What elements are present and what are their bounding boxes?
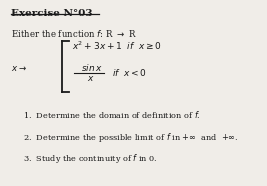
Text: 2.  Determine the possible limit of $f$ in $+\infty$  and  $+\infty$.: 2. Determine the possible limit of $f$ i… [23, 131, 238, 144]
Text: 3.  Study the continuity of $f$ in 0.: 3. Study the continuity of $f$ in 0. [23, 152, 157, 165]
Text: Either the function $f$: R $\rightarrow$ R: Either the function $f$: R $\rightarrow$… [11, 28, 136, 39]
Text: 1.  Determine the domain of definition of $f$.: 1. Determine the domain of definition of… [23, 109, 201, 120]
Text: Exercise N°03: Exercise N°03 [11, 9, 92, 18]
Text: $\it{if}$  $x < 0$: $\it{if}$ $x < 0$ [112, 67, 147, 78]
Text: $x \rightarrow$: $x \rightarrow$ [11, 64, 27, 73]
Text: $x^2 + 3x + 1$  $\it{if}$  $x \geq 0$: $x^2 + 3x + 1$ $\it{if}$ $x \geq 0$ [73, 40, 162, 52]
Text: $x$: $x$ [87, 74, 95, 83]
Text: $\mathit{sin}\, x$: $\mathit{sin}\, x$ [81, 62, 103, 73]
